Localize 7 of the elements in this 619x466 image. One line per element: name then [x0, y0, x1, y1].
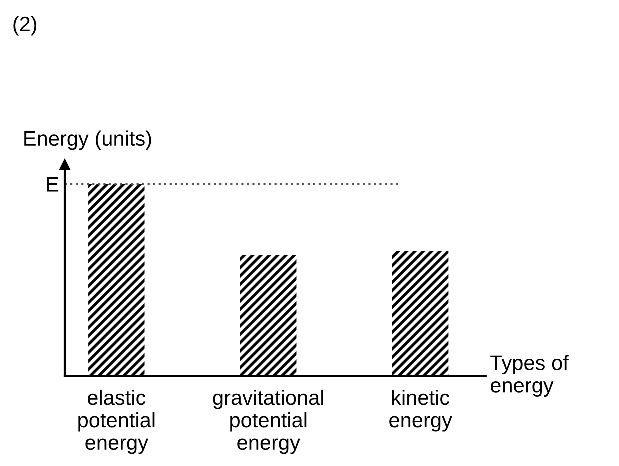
y-axis-title: Energy (units) — [24, 130, 152, 150]
x-tick-label: gravitational potential energy — [213, 390, 324, 454]
x-tick-label: elastic potential energy — [78, 390, 155, 454]
x-axis-title: Types of energy — [490, 355, 569, 397]
x-tick-label: kinetic energy — [390, 390, 452, 432]
chart-title: (2) — [14, 16, 37, 36]
ref-line-label: E — [47, 177, 59, 192]
